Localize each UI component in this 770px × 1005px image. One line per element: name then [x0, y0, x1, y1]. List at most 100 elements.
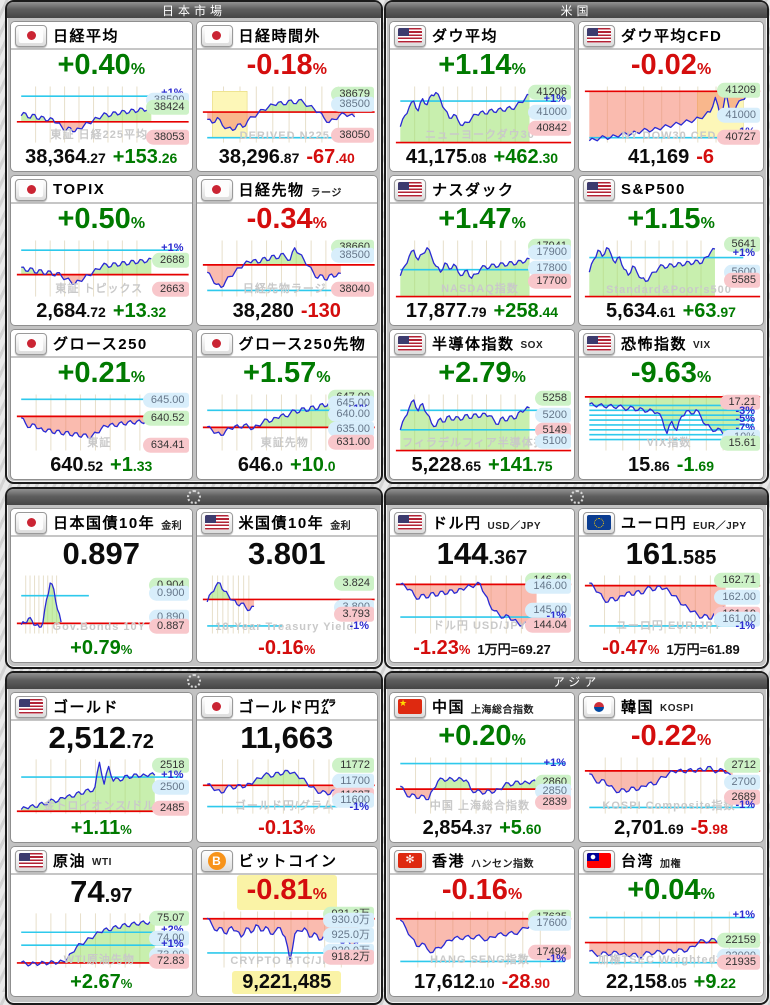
- market-card-nikkei-futures[interactable]: 日経先物 ラージ -0.34% 日経先物ラージ 38660 38500 38040 38,28…: [195, 175, 378, 326]
- flag-detail: [594, 701, 604, 712]
- panel-header-asia: アジア: [386, 673, 767, 689]
- current-value: 2,684: [36, 300, 87, 322]
- current-value-decimal: .27: [86, 150, 106, 166]
- price-tag: 17600: [528, 915, 571, 931]
- market-card-dow[interactable]: ダウ平均 +1.14% ニューヨークダウ30 41206 +1% 41000 40842 41…: [389, 21, 575, 172]
- market-card-china-shanghai[interactable]: ★ 中国 上海総合指数 +0.20% 中国 上海総合指数 +1% 2860 2850 2839 2…: [389, 692, 575, 843]
- card-title: 香港: [432, 853, 466, 870]
- change-value-decimal: .60: [521, 821, 542, 837]
- market-card-gold-jpy[interactable]: ゴールド円㌘11,663ゴールド円/グラム1177211700116271160…: [195, 692, 378, 843]
- flag-detail: ✻: [405, 854, 415, 866]
- current-quote: 17,612.10 -28.90: [390, 971, 574, 996]
- market-card-growth250-futures[interactable]: グロース250先物+1.57%東証先物647.00645.00+1%640.00…: [195, 329, 378, 480]
- price-tag: 41209: [717, 83, 760, 99]
- current-value-decimal: .69: [664, 821, 684, 837]
- value-integer: 0.897: [62, 536, 141, 571]
- market-card-sp500[interactable]: S&P500+1.15%Standard&Poor's5005641+1%560…: [578, 175, 764, 326]
- market-card-jgb10y[interactable]: 日本国債10年 金利 0.897 Gov.Bonds 10Y 0.904 0.900 0.8…: [10, 508, 193, 663]
- price-tag: +1%: [543, 92, 566, 105]
- card-header: グロース250: [11, 330, 192, 358]
- change-percent: +0.40%: [11, 50, 192, 83]
- us-flag-icon: [587, 336, 611, 351]
- sparkline-chart: 金トロイオンス/ドル 2518 +1% 2500 2485: [16, 757, 190, 816]
- change-percent: +1.14%: [390, 50, 574, 83]
- market-card-vix[interactable]: 恐怖指数VIX-9.63%VIX指数17.21-3%-5%-7%-10%15.6…: [578, 329, 764, 480]
- chart-watermark: Gov.Bonds 10Y: [52, 621, 147, 633]
- flag-detail: [212, 702, 221, 711]
- chart-watermark: 日経先物ラージ: [242, 283, 327, 295]
- percent-sign: %: [511, 215, 526, 232]
- market-card-kospi[interactable]: 韓国 KOSPI -0.22% KOSPI Composite指数 2712 2700 26…: [578, 692, 764, 843]
- drag-handle-icon[interactable]: [569, 490, 584, 504]
- card-title: 日経時間外: [238, 28, 322, 45]
- conversion-info: 1万円=69.27: [477, 642, 551, 657]
- tw-flag-icon: [587, 853, 611, 868]
- market-card-eurjpy[interactable]: ユーロ円 EUR／JPY 161.585 ユーロ円 EUR/JPY 162.71 162.…: [578, 508, 764, 663]
- current-value-decimal: .72: [86, 304, 106, 320]
- card-header: 日本国債10年 金利: [11, 509, 192, 537]
- price-tag: 2689: [723, 789, 760, 805]
- chart-watermark: HANG SENG指数: [430, 954, 530, 966]
- price-tag: 146.00: [525, 578, 571, 594]
- market-card-growth250[interactable]: グロース250 +0.21% 東証 645.00 640.52 634.41 640.52 +…: [10, 329, 193, 480]
- current-value-decimal: .05: [667, 975, 687, 991]
- market-card-wti[interactable]: 原油WTI74.97WTI原油先物75.07+2%74.00+1%73.0072…: [10, 846, 193, 997]
- card-header: ダウ平均CFD: [579, 22, 763, 50]
- card-header: 日経平均: [11, 22, 192, 50]
- panel-body: ダウ平均 +1.14% ニューヨークダウ30 41206 +1% 41000 40842 41…: [386, 18, 767, 483]
- flag-button: [394, 332, 426, 355]
- current-value: 2,854: [422, 817, 473, 839]
- card-subtitle: VIX: [693, 340, 711, 351]
- current-value: 22,158: [606, 971, 668, 993]
- price-tag: 2700: [723, 774, 760, 790]
- value-decimal: .585: [677, 547, 717, 569]
- change-value-decimal: .98: [708, 821, 728, 837]
- sparkline-chart: 東証 645.00 640.52 634.41: [16, 392, 190, 453]
- sparkline-chart: 日経先物ラージ 38660 38500 38040: [202, 238, 376, 299]
- market-card-nikkei[interactable]: 日経平均+0.40%東証 日経225平均+1%38500384243805338…: [10, 21, 193, 172]
- market-card-nasdaq[interactable]: ナスダック+1.47%NASDAQ指数179411790017800177001…: [389, 175, 575, 326]
- current-value-decimal: .61: [656, 304, 676, 320]
- percent-sign: %: [312, 886, 327, 903]
- market-card-gold-usd[interactable]: ゴールド 2,512.72 金トロイオンス/ドル 2518 +1% 2500 2485 +1.…: [10, 692, 193, 843]
- current-value: 646: [237, 454, 272, 476]
- price-tag: 162.71: [714, 572, 760, 588]
- market-card-ust10y[interactable]: 米国債10年 金利 3.801 10-Year Treasury Yield 3.824…: [195, 508, 378, 663]
- price-tag: 0.900: [148, 585, 189, 601]
- change-percent: +2.79%: [390, 358, 574, 391]
- jp-flag-icon: [204, 182, 229, 197]
- card-subtitle: USD／JPY: [487, 521, 542, 532]
- change-percent: +1.47%: [390, 204, 574, 237]
- price-tag: 631.00: [328, 434, 374, 450]
- sparkline-svg: [16, 757, 190, 816]
- sparkline-svg: [202, 573, 376, 636]
- flag-button: [583, 178, 615, 201]
- flag-detail: [26, 518, 36, 527]
- percent-sign: %: [120, 976, 133, 991]
- market-card-dow-cfd[interactable]: ダウ平均CFD-0.02%NY DOW30 CFD4120941000-1%40…: [578, 21, 764, 172]
- price-tag: 17.21: [720, 394, 760, 410]
- percent-value: +0.79: [70, 637, 121, 659]
- current-quote: 17,877.79 +258.44: [390, 300, 574, 325]
- drag-handle-icon[interactable]: [187, 490, 201, 504]
- market-card-sox[interactable]: 半導体指数 SOX +2.79% フィラデルフィア半導体指数 5258 5200 5149 5…: [389, 329, 575, 480]
- chart-watermark: NASDAQ指数: [441, 283, 519, 295]
- percent-sign: %: [700, 886, 715, 903]
- flag-button: [15, 178, 47, 201]
- price-tag: 38500: [331, 248, 374, 264]
- current-value: 9,221,485: [242, 971, 332, 993]
- drag-handle-icon[interactable]: [187, 674, 201, 688]
- market-card-topix[interactable]: TOPIX +0.50% 東証 トピックス +1% 2688 2663 2,684.72 +1…: [10, 175, 193, 326]
- card-title: ビットコイン: [238, 853, 338, 870]
- flag-button: [200, 24, 233, 47]
- change-value-decimal: .69: [694, 458, 714, 474]
- percent-value: +0.21: [57, 357, 131, 389]
- panel-header-bonds: [7, 489, 381, 505]
- market-card-nikkei-afterhours[interactable]: 日経時間外 -0.18% DERIVED N225 38679 38500 38050 38…: [195, 21, 378, 172]
- current-value: 640: [50, 454, 84, 476]
